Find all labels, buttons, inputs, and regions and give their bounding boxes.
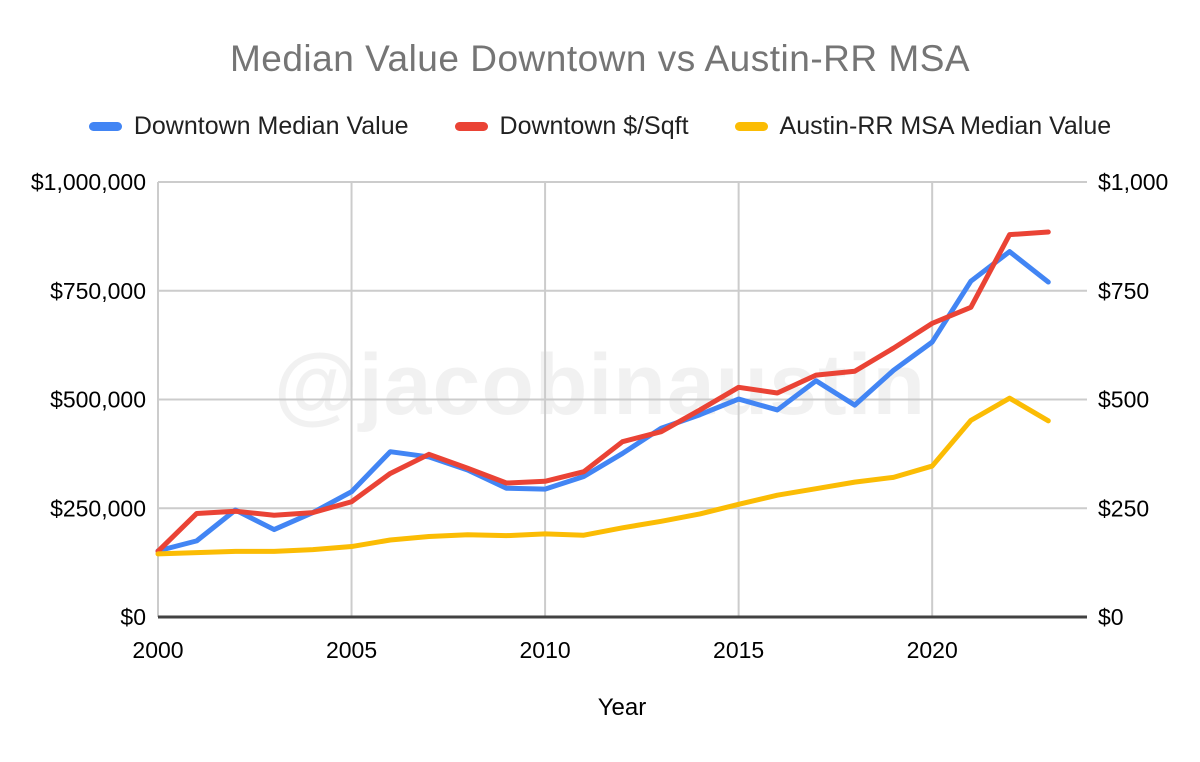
x-axis-tick-label: 2015 (713, 637, 764, 663)
left-axis-tick-label: $500,000 (50, 387, 146, 413)
right-axis-tick-label: $250 (1098, 495, 1149, 521)
right-axis-tick-label: $1,000 (1098, 169, 1168, 195)
x-axis-tick-label: 2010 (519, 637, 570, 663)
x-axis-tick-label: 2005 (326, 637, 377, 663)
left-axis-tick-label: $750,000 (50, 278, 146, 304)
legend-item: Austin-RR MSA Median Value (734, 112, 1112, 141)
legend-swatch-icon (88, 122, 122, 131)
left-axis-tick-label: $1,000,000 (31, 169, 146, 195)
legend: Downtown Median Value Downtown $/Sqft Aust… (0, 112, 1200, 141)
series-line-austin-rr-msa-median-value (155, 395, 1051, 557)
series-line-downtown-median-value (155, 249, 1051, 554)
legend-swatch-icon (734, 122, 768, 131)
x-axis-title: Year (597, 694, 647, 721)
x-axis-tick-label: 2000 (132, 637, 183, 663)
legend-item: Downtown Median Value (88, 112, 409, 141)
left-axis-tick-label: $0 (120, 604, 146, 630)
chart-title: Median Value Downtown vs Austin-RR MSA (229, 38, 971, 79)
legend-item: Downtown $/Sqft (454, 112, 689, 141)
legend-label: Downtown Median Value (133, 112, 409, 140)
right-axis-tick-label: $0 (1098, 604, 1124, 630)
series-line-downtown-sqft (155, 229, 1051, 554)
right-axis-tick-label: $750 (1098, 278, 1149, 304)
legend-swatch-icon (454, 122, 488, 131)
x-axis-tick-label: 2020 (907, 637, 958, 663)
left-axis-tick-label: $250,000 (50, 495, 146, 521)
legend-label: Austin-RR MSA Median Value (779, 112, 1112, 140)
legend-label: Downtown $/Sqft (499, 112, 689, 140)
right-axis-tick-label: $500 (1098, 387, 1149, 413)
